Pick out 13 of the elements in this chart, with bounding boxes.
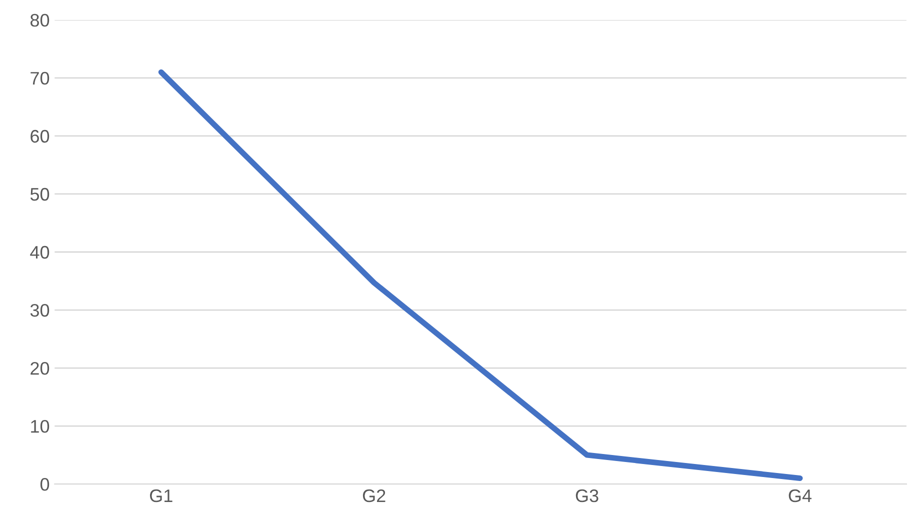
x-tick-label: G2 [362, 489, 386, 502]
y-tick-label: 50 [30, 188, 50, 201]
y-tick-label: 40 [30, 246, 50, 259]
x-tick-label: G4 [788, 489, 812, 502]
y-tick-label: 0 [40, 478, 50, 491]
y-tick-label: 30 [30, 304, 50, 317]
y-tick-label: 70 [30, 72, 50, 85]
y-tick-label: 10 [31, 420, 50, 433]
y-tick-label: 20 [30, 362, 50, 375]
y-tick-label: 80 [30, 14, 50, 27]
x-tick-label: G3 [576, 489, 598, 502]
y-tick-label: 60 [30, 130, 50, 143]
x-tick-label: G1 [150, 489, 172, 502]
